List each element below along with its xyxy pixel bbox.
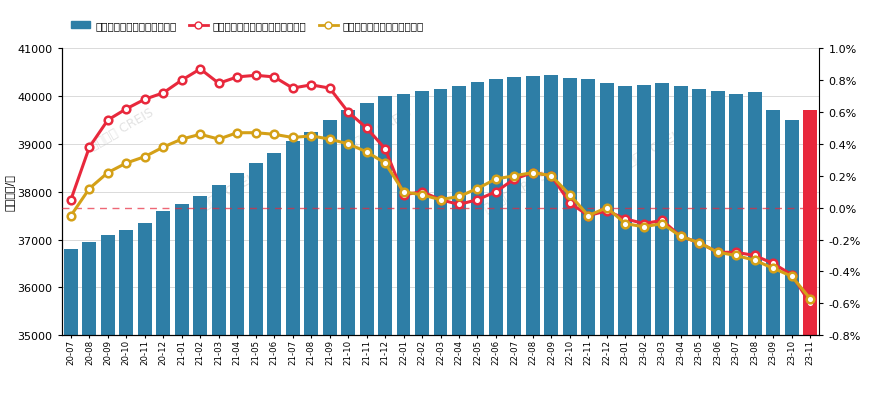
Bar [507, 78, 522, 409]
Bar [83, 242, 96, 409]
Y-axis label: 米平方米/月: 米平方米/月 [4, 174, 15, 211]
Bar [674, 87, 688, 409]
Text: 中指数据 CREIS: 中指数据 CREIS [482, 169, 551, 216]
Bar [322, 121, 337, 409]
Bar [618, 86, 633, 409]
Bar [433, 90, 448, 409]
Bar [211, 185, 226, 409]
Bar [415, 92, 429, 409]
Bar [766, 111, 780, 409]
Bar [101, 235, 115, 409]
Bar [248, 164, 263, 409]
Bar [655, 83, 670, 409]
Bar [230, 173, 244, 409]
Bar [729, 94, 743, 409]
Bar [157, 211, 170, 409]
Bar [637, 86, 651, 409]
Text: 中指数据 CREIS: 中指数据 CREIS [618, 126, 686, 173]
Bar [193, 197, 207, 409]
Bar [304, 133, 318, 409]
Text: 中指数据 CREIS: 中指数据 CREIS [88, 106, 156, 153]
Bar [359, 104, 374, 409]
Bar [692, 90, 707, 409]
Bar [581, 80, 596, 409]
Legend: 十大城市二手住宅均价（左）, 十大城市二手住宅价格环比（右）, 百城二手住宅价格环比（右）: 十大城市二手住宅均价（左）, 十大城市二手住宅价格环比（右）, 百城二手住宅价格… [67, 17, 428, 35]
Bar [803, 111, 817, 409]
Text: 中指数据 CREIS: 中指数据 CREIS [195, 169, 263, 216]
Bar [526, 77, 540, 409]
Bar [452, 87, 466, 409]
Bar [748, 93, 761, 409]
Bar [174, 204, 189, 409]
Bar [563, 79, 577, 409]
Bar [64, 249, 78, 409]
Bar [138, 223, 152, 409]
Bar [711, 92, 725, 409]
Text: 中指数据 CREIS: 中指数据 CREIS [346, 106, 414, 153]
Bar [785, 121, 798, 409]
Bar [600, 83, 614, 409]
Bar [285, 142, 300, 409]
Bar [544, 75, 559, 409]
Bar [489, 80, 503, 409]
Bar [120, 230, 133, 409]
Bar [267, 154, 281, 409]
Bar [378, 97, 392, 409]
Bar [396, 94, 411, 409]
Bar [470, 83, 485, 409]
Bar [341, 111, 355, 409]
